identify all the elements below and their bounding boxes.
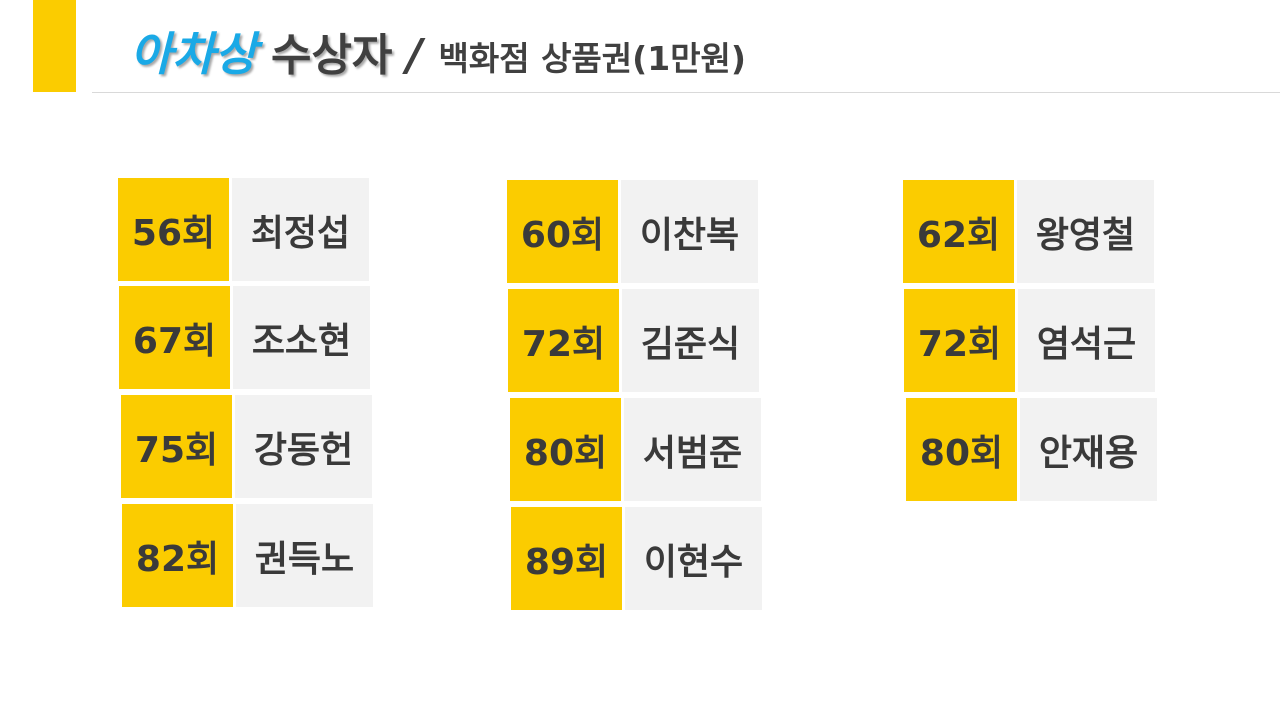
- winner-name-cell: 염석근: [1018, 289, 1155, 392]
- title-sub: 백화점 상품권(1만원): [438, 39, 747, 78]
- round-cell: 80회: [906, 398, 1017, 501]
- title-separator: /: [406, 30, 423, 81]
- round-cell: 75회: [121, 395, 232, 498]
- accent-bar: [33, 0, 76, 92]
- title-highlight: 아차상: [130, 27, 257, 81]
- winner-name-cell: 서범준: [624, 398, 761, 501]
- winner-name-cell: 최정섭: [232, 178, 369, 281]
- round-cell: 62회: [903, 180, 1014, 283]
- header-divider: [92, 92, 1280, 93]
- winner-name-cell: 조소현: [233, 286, 370, 389]
- round-cell: 67회: [119, 286, 230, 389]
- winner-name-cell: 이찬복: [621, 180, 758, 283]
- round-cell: 60회: [507, 180, 618, 283]
- winner-name-cell: 권득노: [236, 504, 373, 607]
- winner-name-cell: 김준식: [622, 289, 759, 392]
- round-cell: 72회: [508, 289, 619, 392]
- round-cell: 89회: [511, 507, 622, 610]
- page-title: 아차상 수상자 / 백화점 상품권(1만원): [130, 18, 746, 88]
- round-cell: 80회: [510, 398, 621, 501]
- winner-name-cell: 강동헌: [235, 395, 372, 498]
- title-main: 수상자: [270, 30, 393, 81]
- round-cell: 56회: [118, 178, 229, 281]
- round-cell: 82회: [122, 504, 233, 607]
- winner-name-cell: 왕영철: [1017, 180, 1154, 283]
- winner-name-cell: 이현수: [625, 507, 762, 610]
- winner-name-cell: 안재용: [1020, 398, 1157, 501]
- round-cell: 72회: [904, 289, 1015, 392]
